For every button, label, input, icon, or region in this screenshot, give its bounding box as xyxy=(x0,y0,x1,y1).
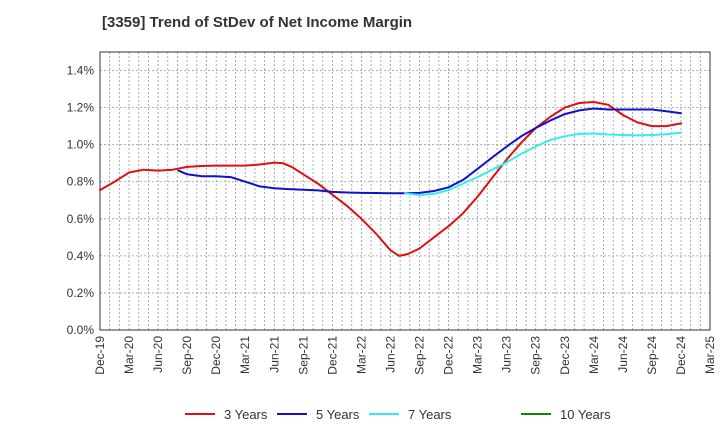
x-tick-label: Mar-22 xyxy=(354,336,368,374)
y-tick-label: 0.4% xyxy=(67,249,95,263)
x-tick-label: Dec-24 xyxy=(674,336,688,375)
x-tick-label: Jun-24 xyxy=(616,336,630,373)
chart-title: [3359] Trend of StDev of Net Income Marg… xyxy=(102,14,413,31)
x-tick-label: Mar-25 xyxy=(703,336,717,374)
x-tick-label: Jun-22 xyxy=(383,336,397,373)
x-tick-label: Sep-22 xyxy=(413,336,427,375)
legend-label: 5 Years xyxy=(316,407,360,422)
x-tick-label: Mar-24 xyxy=(587,336,601,374)
x-tick-label: Mar-20 xyxy=(122,336,136,374)
y-tick-label: 0.6% xyxy=(67,212,95,226)
y-tick-label: 0.2% xyxy=(67,286,95,300)
y-tick-label: 0.0% xyxy=(67,323,95,337)
x-tick-label: Dec-21 xyxy=(325,336,339,375)
grid xyxy=(100,52,710,330)
series-line-7-years xyxy=(404,131,682,197)
legend-label: 10 Years xyxy=(560,407,611,422)
y-tick-label: 1.0% xyxy=(67,138,95,152)
x-tick-label: Sep-23 xyxy=(529,336,543,375)
series-line-5-years xyxy=(177,107,682,195)
legend-label: 7 Years xyxy=(408,407,452,422)
x-tick-label: Dec-22 xyxy=(442,336,456,375)
y-tick-label: 1.2% xyxy=(67,101,95,115)
x-tick-label: Sep-20 xyxy=(180,336,194,375)
x-tick-label: Dec-20 xyxy=(209,336,223,375)
series-line-3-years xyxy=(99,101,682,257)
x-tick-label: Mar-21 xyxy=(238,336,252,374)
y-tick-label: 0.8% xyxy=(67,175,95,189)
x-tick-label: Mar-23 xyxy=(471,336,485,374)
y-tick-label: 1.4% xyxy=(67,64,95,78)
x-tick-label: Dec-23 xyxy=(558,336,572,375)
x-tick-label: Sep-24 xyxy=(645,336,659,375)
x-tick-label: Jun-23 xyxy=(500,336,514,373)
x-tick-label: Jun-20 xyxy=(151,336,165,373)
series-lines xyxy=(99,101,682,257)
axes: 0.0% 0.2% 0.4% 0.6% 0.8% 1.0% 1.2% 1.4% Dec-19 Ma… xyxy=(67,51,717,375)
x-tick-label: Dec-19 xyxy=(93,336,107,375)
legend: 3 Years 5 Years 7 Years 10 Years xyxy=(185,407,611,422)
legend-label: 3 Years xyxy=(224,407,268,422)
plot-area-border xyxy=(99,51,711,331)
x-tick-label: Sep-21 xyxy=(296,336,310,375)
x-tick-label: Jun-21 xyxy=(267,336,281,373)
